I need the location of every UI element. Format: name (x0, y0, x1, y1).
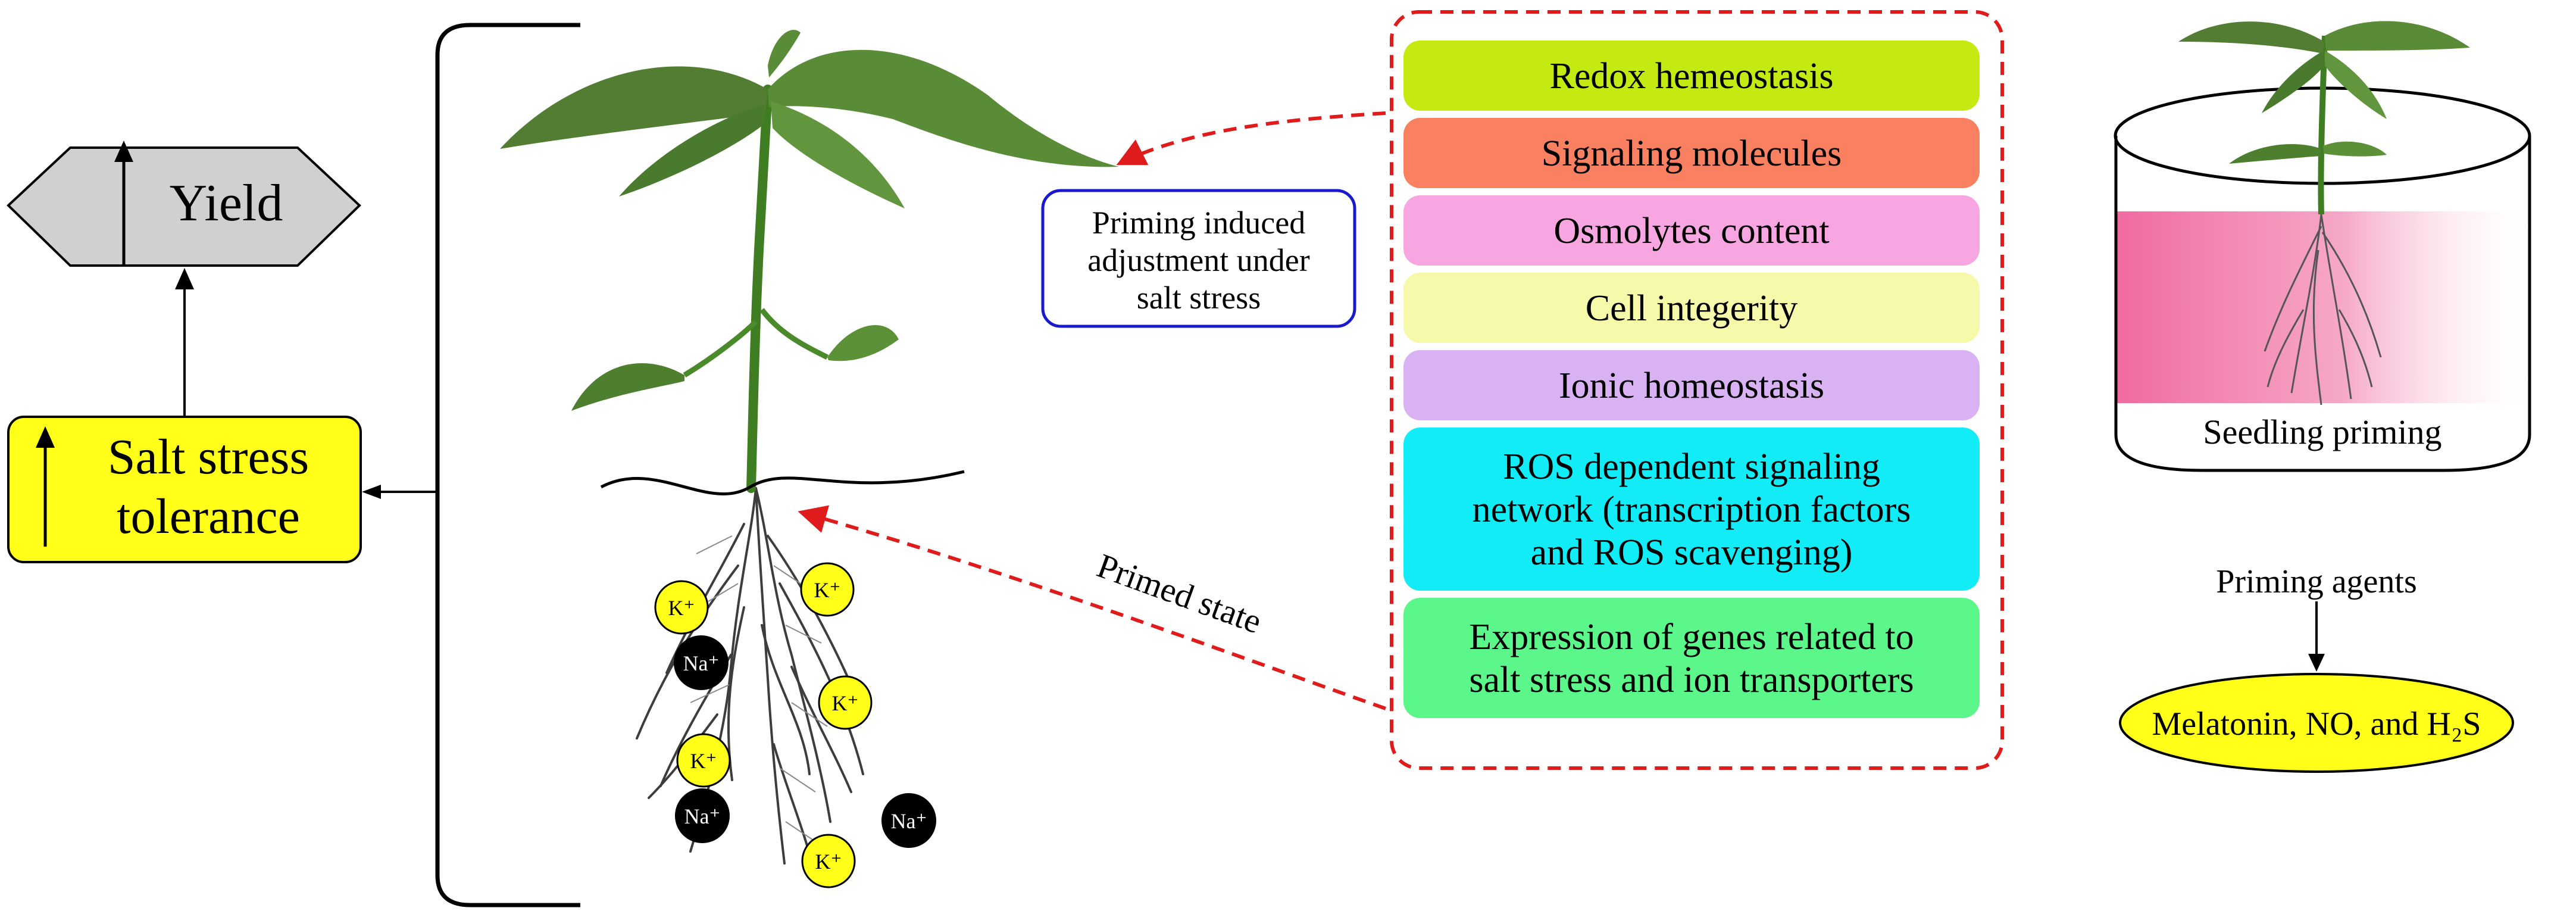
svg-text:K⁺: K⁺ (832, 691, 859, 715)
salt-stress-tolerance-node: Salt stress tolerance (7, 416, 362, 563)
potassium-ion-icon: K⁺ (818, 675, 873, 730)
svg-text:Na⁺: Na⁺ (683, 651, 720, 675)
callout-line2: adjustment under (1087, 242, 1309, 278)
adjustment-item-label: Cell integerity (1586, 288, 1797, 329)
seedling-priming-container (2114, 86, 2531, 472)
adjustment-item-label: Signaling molecules (1542, 133, 1842, 174)
callout-line3: salt stress (1137, 280, 1261, 316)
adjustment-item: Cell integerity (1403, 273, 1980, 343)
arrow-head-icon (175, 268, 194, 289)
primed-state-label: Primed state (1092, 546, 1267, 641)
soil-line (600, 470, 965, 495)
adjustment-item: Osmolytes content (1403, 195, 1980, 266)
priming-agents-label: Priming agents (2216, 563, 2417, 600)
adjustment-item-label: and ROS scavenging) (1531, 532, 1853, 573)
adjustments-container (1390, 10, 2004, 770)
potassium-ion-icon: K⁺ (800, 562, 855, 617)
potassium-ion-icon: K⁺ (676, 733, 731, 788)
svg-text:K⁺: K⁺ (668, 596, 695, 620)
tolerance-line2: tolerance (117, 489, 300, 544)
arrow-head-icon (2308, 654, 2325, 672)
increase-arrow-icon (114, 141, 133, 162)
tolerance-line1: Salt stress (108, 429, 309, 485)
priming-agents-list: Melatonin, NO, and H₂S (2152, 706, 2481, 743)
svg-text:K⁺: K⁺ (815, 850, 842, 874)
svg-text:Na⁺: Na⁺ (684, 804, 721, 828)
sodium-ion-icon: Na⁺ (881, 793, 936, 848)
adjustment-item-label: network (transcription factors (1473, 489, 1911, 530)
priming-agents-ellipse: Melatonin, NO, and H₂S (2119, 673, 2514, 773)
adjustment-item-label: Redox hemeostasis (1550, 56, 1834, 96)
small-seedling-icon (2178, 21, 2470, 405)
adjustment-item-label: Osmolytes content (1553, 211, 1829, 251)
seedling-plant-icon (500, 30, 1119, 876)
adjustment-item: Redox hemeostasis (1403, 40, 1980, 111)
adjustment-to-leaf-arrow (1116, 111, 1386, 166)
potassium-ion-icon: K⁺ (801, 834, 856, 888)
ions: K⁺ K⁺ K⁺ K⁺ K⁺ Na⁺ Na⁺ Na⁺ (654, 562, 936, 888)
yield-node: Yield (7, 141, 361, 267)
adjustment-item: Ionic homeostasis (1403, 350, 1980, 420)
adjustment-item-label: Expression of genes related to (1469, 617, 1914, 657)
bracket (435, 23, 580, 907)
adjustment-item: Signaling molecules (1403, 118, 1980, 188)
svg-text:K⁺: K⁺ (814, 578, 841, 602)
seedling-priming-label: Seedling priming (2203, 413, 2441, 451)
adjustment-item-label: salt stress and ion transporters (1469, 660, 1914, 700)
callout-line1: Priming induced (1092, 205, 1305, 241)
primed-state-arrow (798, 505, 1386, 710)
potassium-ion-icon: K⁺ (654, 580, 709, 635)
sodium-ion-icon: Na⁺ (675, 788, 730, 843)
adjustment-item-label: ROS dependent signaling (1503, 447, 1880, 487)
arrow-head-icon (362, 485, 381, 499)
adjustment-item-label: Ionic homeostasis (1559, 366, 1824, 406)
adjustments-list: Redox hemeostasis Signaling molecules Osmo… (1403, 40, 1980, 718)
increase-arrow-icon (36, 426, 55, 448)
sodium-ion-icon: Na⁺ (674, 635, 729, 690)
yield-label: Yield (170, 174, 283, 232)
svg-text:Na⁺: Na⁺ (891, 809, 927, 833)
priming-adjustment-callout: Priming induced adjustment under salt st… (1041, 189, 1356, 328)
svg-text:K⁺: K⁺ (690, 749, 717, 773)
